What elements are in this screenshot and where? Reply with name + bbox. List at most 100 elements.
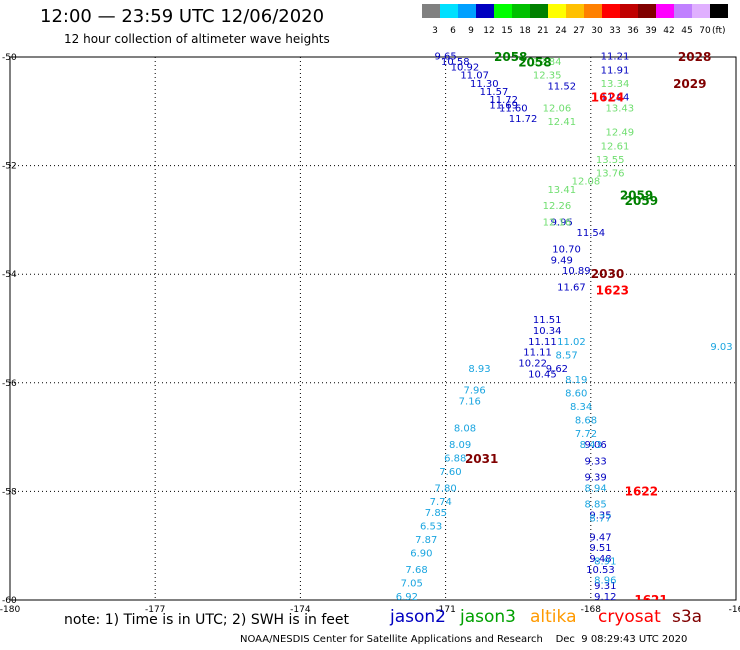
wave-height-value: 9.31 [594,581,616,592]
lon-tick-label: -171 [435,605,455,615]
wave-height-value: 12.08 [572,177,601,188]
legend-label: 70 [699,26,711,36]
wave-height-value: 6.92 [396,592,418,603]
lat-tick-label: -56 [2,379,17,389]
wave-height-value: 11.54 [576,228,605,239]
wave-height-value: 9.12 [594,592,616,603]
pass-time-label: 2059 [625,194,658,208]
wave-height-value: 9.65 [434,52,456,63]
wave-height-value: 11.72 [489,95,518,106]
lon-tick-label: -168 [581,605,602,615]
wave-height-value: 7.68 [405,565,427,576]
satellite-label-jason3: jason3 [460,607,516,627]
lat-tick-label: -50 [2,53,17,63]
lon-tick-label: -16 [729,605,740,615]
wave-height-value: 8.85 [585,500,607,511]
wave-height-value: 13.76 [596,168,625,179]
legend-swatch [548,4,566,18]
wave-height-value: 8.91 [594,557,616,568]
wave-height-value: 12.16 [543,217,572,228]
wave-height-value: 9.06 [585,440,607,451]
legend-swatch [422,4,440,18]
legend-label: 27 [573,26,584,36]
wave-height-value: 12.61 [601,141,630,152]
wave-height-value: 7.72 [575,429,597,440]
wave-height-value: 8.77 [589,513,611,524]
wave-height-value: 10.53 [586,565,615,576]
legend-swatch [494,4,512,18]
pass-time-label: 1622 [625,484,658,498]
legend-swatch [512,4,530,18]
wave-height-value: 7.80 [434,483,456,494]
pass-time-label: 2031 [465,452,498,466]
wave-height-value: 6.88 [444,454,466,465]
legend-swatch [692,4,710,18]
legend-swatch [656,4,674,18]
legend-unit: (ft) [712,26,726,36]
pass-time-label: 2058 [518,55,551,69]
wave-height-value: 12.35 [533,71,562,82]
legend-swatch [710,4,728,18]
credit-line: NOAA/NESDIS Center for Satellite Applica… [240,634,688,645]
wave-height-value: 8.60 [565,388,587,399]
wave-height-value: 12.26 [543,201,572,212]
wave-height-value: 6.53 [420,521,442,532]
wave-height-value: 13.34 [601,79,630,90]
wave-height-value: 9.39 [585,473,607,484]
wave-height-value: 8.93 [468,364,490,375]
legend-label: 3 [432,26,438,36]
wave-height-value: 8.19 [565,375,587,386]
legend-swatch [566,4,584,18]
wave-height-value: 8.96 [594,576,616,587]
wave-height-value: 9.03 [710,342,732,353]
wave-height-value: 10.70 [552,244,581,255]
legend-label: 6 [450,26,456,36]
legend-label: 33 [609,26,620,36]
wave-height-value: 11.02 [557,337,586,348]
wave-height-value: 9.48 [589,554,611,565]
wave-height-value: 11.94 [601,92,630,103]
wave-height-value: 12.41 [547,117,576,128]
wave-height-value: 11.11 [528,337,557,348]
wave-height-value: 9.33 [585,456,607,467]
wave-height-value: 11.11 [523,348,552,359]
wave-height-value: 5.73 [376,646,398,650]
legend-label: 24 [555,26,567,36]
lat-tick-label: -58 [2,487,17,497]
wave-height-value: 13.41 [547,185,576,196]
legend-label: 12 [483,26,494,36]
wave-height-value: 8.94 [585,483,607,494]
lat-tick-label: -60 [2,596,17,606]
legend-label: 36 [627,26,639,36]
wave-height-value: 9.62 [546,364,568,375]
wave-height-value: 10.58 [441,57,470,68]
pass-time-label: 2029 [673,77,706,91]
wave-height-value: 7.60 [439,467,461,478]
pass-time-label: 1621 [634,593,667,607]
pass-time-label: 1624 [591,91,624,105]
legend-label: 9 [468,26,474,36]
wave-height-value: 10.34 [533,326,562,337]
lon-tick-label: -174 [290,605,311,615]
wave-height-value: 8.09 [449,440,471,451]
track-layer: 9.6510.5810.9211.0711.3011.5711.7211.601… [376,50,733,650]
wave-height-value: 10.22 [518,359,547,370]
satellite-label-s3a: s3a [672,607,703,627]
wave-height-value: 11.60 [499,103,528,114]
lat-tick-label: -54 [2,270,17,280]
wave-height-value: 10.45 [528,369,557,380]
pass-time-label: 2030 [591,267,624,281]
wave-height-value: 11.30 [470,79,499,90]
wave-height-value: 8.68 [575,416,597,427]
legend-label: 21 [537,26,548,36]
wave-height-value: 9.35 [589,511,611,522]
wave-height-value: 7.87 [415,535,437,546]
map-subtitle: 12 hour collection of altimeter wave hei… [64,32,330,46]
wave-height-value: 13.43 [606,103,635,114]
lat-tick-label: -52 [2,162,17,172]
legend-label: 30 [591,26,603,36]
legend-swatch [674,4,692,18]
color-legend: 3 6 9 12 15 18 21 24 27 30 33 36 39 42 45 70 (ft) [422,4,728,36]
wave-height-value: 11.91 [601,65,630,76]
